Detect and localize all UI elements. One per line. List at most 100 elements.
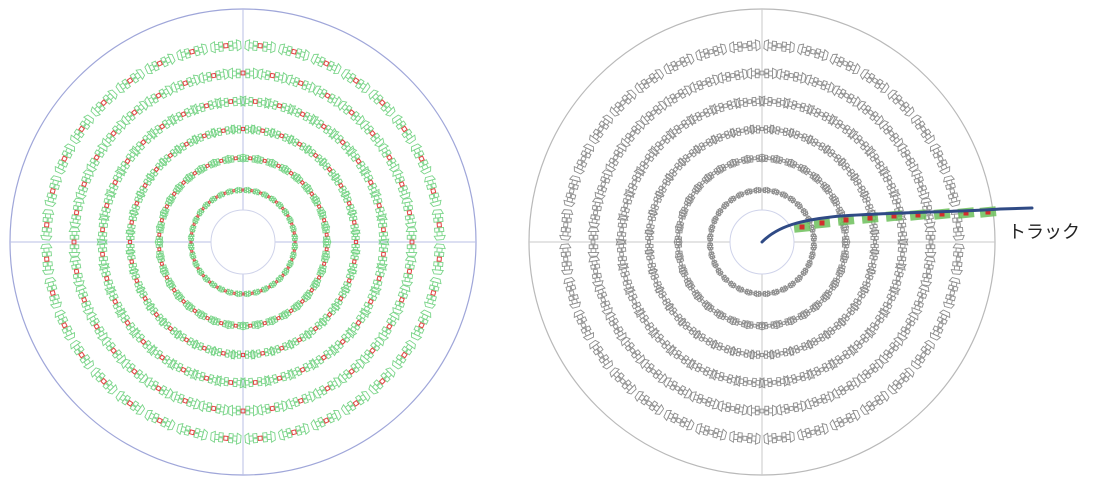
pad-module bbox=[210, 346, 237, 360]
pad-module bbox=[837, 302, 859, 326]
pad-module bbox=[312, 377, 342, 399]
pad-module bbox=[257, 400, 288, 416]
pad-module bbox=[771, 188, 788, 199]
pad-module bbox=[191, 128, 218, 144]
pad-module bbox=[784, 369, 813, 386]
pad-module bbox=[880, 287, 899, 316]
pad-module bbox=[911, 284, 930, 315]
pad-module bbox=[174, 330, 200, 349]
pad-module bbox=[849, 130, 874, 155]
track-line bbox=[760, 206, 1034, 244]
pad-module bbox=[911, 339, 935, 370]
pad-module bbox=[144, 53, 176, 75]
pad-module bbox=[378, 311, 400, 341]
pad-module bbox=[191, 340, 218, 356]
pad-module bbox=[703, 302, 725, 320]
pad-module bbox=[735, 375, 764, 389]
pad-module bbox=[689, 391, 720, 410]
pad-module bbox=[350, 229, 361, 255]
pad-module bbox=[729, 124, 756, 138]
pad-module bbox=[665, 302, 687, 326]
pad-module bbox=[410, 309, 432, 341]
pad-module bbox=[117, 309, 139, 337]
pad-module bbox=[663, 377, 693, 399]
pad-module bbox=[285, 74, 316, 93]
pad-module bbox=[924, 227, 937, 257]
pad-module bbox=[370, 264, 387, 293]
pad-module bbox=[148, 116, 176, 138]
pad-module bbox=[241, 95, 270, 109]
pad-module bbox=[760, 95, 789, 109]
pad-module bbox=[794, 201, 809, 217]
pad-module bbox=[655, 285, 674, 311]
pad-module bbox=[594, 169, 613, 200]
pad-module bbox=[69, 256, 85, 287]
pad-module bbox=[125, 229, 136, 255]
pad-module bbox=[170, 74, 201, 93]
pad-module bbox=[640, 100, 668, 126]
pad-module bbox=[268, 340, 295, 356]
pad-module bbox=[401, 197, 417, 228]
track-hit bbox=[957, 207, 975, 219]
pad-module bbox=[331, 285, 350, 311]
pad-module bbox=[589, 339, 613, 370]
pad-module bbox=[768, 124, 795, 138]
pad-module bbox=[210, 124, 237, 138]
right-detector-view: トラック bbox=[528, 8, 1080, 476]
pad-module bbox=[228, 67, 258, 80]
pad-module bbox=[192, 369, 221, 386]
pad-module bbox=[289, 224, 299, 242]
pad-module bbox=[644, 248, 658, 275]
pad-module bbox=[310, 53, 342, 75]
pad-module bbox=[920, 256, 936, 287]
pad-module bbox=[378, 143, 400, 173]
pad-module bbox=[144, 409, 176, 431]
pad-module bbox=[431, 243, 446, 275]
pad-module bbox=[776, 400, 807, 416]
pad-module bbox=[392, 284, 411, 315]
pad-module bbox=[887, 89, 915, 117]
pad-module bbox=[275, 201, 290, 217]
pad-module bbox=[368, 89, 396, 117]
pad-module bbox=[337, 358, 365, 384]
pad-module bbox=[184, 164, 206, 182]
pad-module bbox=[829, 409, 861, 431]
pad-module bbox=[787, 340, 814, 356]
pad-module bbox=[169, 105, 198, 124]
pad-module bbox=[144, 85, 174, 107]
pad-module bbox=[747, 404, 777, 417]
pad-module bbox=[90, 367, 118, 395]
pad-module bbox=[44, 276, 62, 309]
pad-module bbox=[717, 400, 748, 416]
pad-module bbox=[392, 339, 416, 370]
pad-module bbox=[286, 135, 312, 154]
pad-module bbox=[249, 346, 276, 360]
pad-module bbox=[796, 423, 829, 441]
pad-module bbox=[760, 375, 789, 389]
pad-module bbox=[376, 240, 390, 269]
pad-module bbox=[401, 256, 417, 287]
pad-module bbox=[805, 251, 816, 268]
pad-module bbox=[347, 209, 361, 236]
pad-module bbox=[115, 391, 146, 415]
pad-module bbox=[804, 391, 835, 410]
pad-module bbox=[594, 284, 613, 315]
pad-module bbox=[115, 69, 146, 93]
pad-module bbox=[330, 329, 355, 354]
pad-module bbox=[736, 285, 753, 296]
pad-module bbox=[729, 346, 756, 360]
pad-module bbox=[573, 309, 595, 341]
pad-module bbox=[605, 311, 627, 341]
pad-module bbox=[202, 195, 218, 210]
pad-module bbox=[361, 287, 380, 316]
pad-module bbox=[895, 240, 909, 269]
pad-module bbox=[265, 369, 294, 386]
pad-module bbox=[424, 175, 442, 208]
pad-module bbox=[99, 191, 116, 220]
pad-module bbox=[40, 243, 55, 275]
pad-module bbox=[340, 391, 371, 415]
pad-module bbox=[695, 43, 728, 61]
pad-module bbox=[559, 209, 574, 241]
pad-module bbox=[101, 336, 127, 364]
